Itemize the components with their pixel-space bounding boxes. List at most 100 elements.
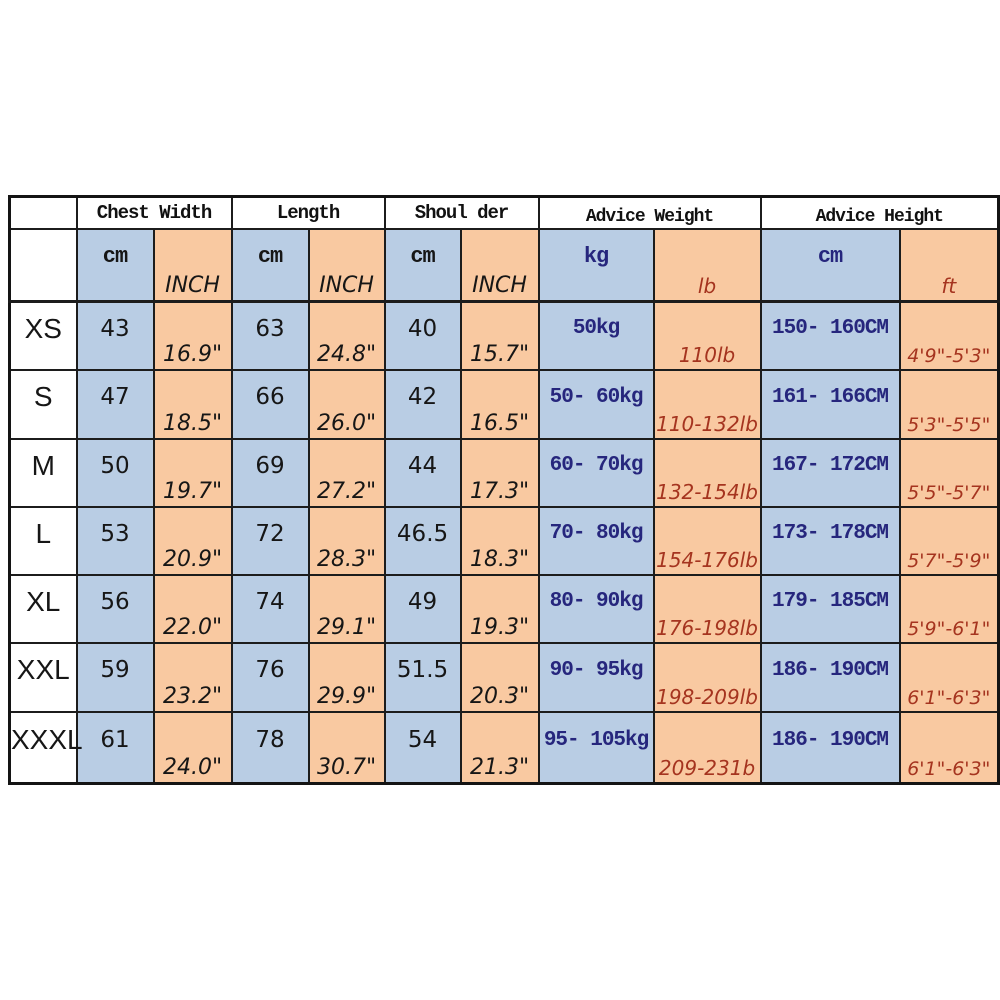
chest-inch-cell: 22.0"	[152, 573, 233, 644]
group-header-length: Length	[230, 195, 386, 230]
length-cm-cell: 69	[230, 437, 310, 508]
height-ft-cell: 4'9"-5'3"	[898, 300, 1000, 371]
shoulder-cm-cell: 51.5	[383, 641, 462, 713]
weight-lb-cell: 198-209lb	[652, 641, 762, 713]
group-header-shoulder: Shoul der	[383, 195, 540, 230]
length-inch-cell: 30.7"	[307, 710, 386, 785]
weight-lb-cell: 110-132lb	[652, 368, 762, 440]
shoulder-inch-cell: 18.3"	[459, 505, 540, 576]
shoulder-inch-cell: 19.3"	[459, 573, 540, 644]
group-header-advice-height: Advice Height	[759, 195, 1000, 230]
unit-height-cm: cm	[759, 227, 901, 303]
size-label: M	[8, 437, 78, 508]
height-cm-cell: 186- 190CM	[759, 710, 901, 785]
table-row-xxl: XXL 59 23.2" 76 29.9" 51.5 20.3" 90- 95k…	[8, 641, 1000, 713]
chest-inch-cell: 24.0"	[152, 710, 233, 785]
unit-shoulder-inch: INCH	[459, 227, 540, 303]
shoulder-inch-cell: 17.3"	[459, 437, 540, 508]
weight-lb-cell: 209-231b	[652, 710, 762, 785]
weight-kg-cell: 80- 90kg	[537, 573, 655, 644]
table-row-xxxl: XXXL 61 24.0" 78 30.7" 54 21.3" 95- 105k…	[8, 710, 1000, 785]
unit-header-row: cm INCH cm INCH cm INCH kg lb cm ft	[8, 227, 1000, 303]
size-label: XS	[8, 300, 78, 371]
height-ft-cell: 5'7"-5'9"	[898, 505, 1000, 576]
height-ft-cell: 5'5"-5'7"	[898, 437, 1000, 508]
unit-weight-lb: lb	[652, 227, 762, 303]
length-cm-cell: 66	[230, 368, 310, 440]
unit-length-inch: INCH	[307, 227, 386, 303]
weight-kg-cell: 50kg	[537, 300, 655, 371]
height-ft-cell: 6'1"-6'3"	[898, 710, 1000, 785]
chest-inch-cell: 16.9"	[152, 300, 233, 371]
shoulder-cm-cell: 44	[383, 437, 462, 508]
size-label: XL	[8, 573, 78, 644]
chest-cm-cell: 53	[75, 505, 155, 576]
length-inch-cell: 29.9"	[307, 641, 386, 713]
weight-kg-cell: 50- 60kg	[537, 368, 655, 440]
height-ft-cell: 5'3"-5'5"	[898, 368, 1000, 440]
size-label: XXL	[8, 641, 78, 713]
length-inch-cell: 29.1"	[307, 573, 386, 644]
height-cm-cell: 167- 172CM	[759, 437, 901, 508]
table-row-xs: XS 43 16.9" 63 24.8" 40 15.7" 50kg 110lb…	[8, 300, 1000, 371]
unit-shoulder-cm: cm	[383, 227, 462, 303]
corner-cell	[8, 195, 78, 230]
unit-chest-cm: cm	[75, 227, 155, 303]
height-ft-cell: 6'1"-6'3"	[898, 641, 1000, 713]
height-cm-cell: 186- 190CM	[759, 641, 901, 713]
weight-kg-cell: 95- 105kg	[537, 710, 655, 785]
length-cm-cell: 63	[230, 300, 310, 371]
height-cm-cell: 179- 185CM	[759, 573, 901, 644]
chest-cm-cell: 59	[75, 641, 155, 713]
weight-lb-cell: 132-154lb	[652, 437, 762, 508]
chest-cm-cell: 50	[75, 437, 155, 508]
weight-kg-cell: 90- 95kg	[537, 641, 655, 713]
length-inch-cell: 26.0"	[307, 368, 386, 440]
height-ft-cell: 5'9"-6'1"	[898, 573, 1000, 644]
shoulder-cm-cell: 49	[383, 573, 462, 644]
group-header-advice-weight: Advice Weight	[537, 195, 762, 230]
height-cm-cell: 150- 160CM	[759, 300, 901, 371]
size-chart-table: Chest Width Length Shoul der Advice Weig…	[8, 195, 1000, 785]
table-row-l: L 53 20.9" 72 28.3" 46.5 18.3" 70- 80kg …	[8, 505, 1000, 576]
length-cm-cell: 76	[230, 641, 310, 713]
size-label: L	[8, 505, 78, 576]
weight-lb-cell: 176-198lb	[652, 573, 762, 644]
size-label: S	[8, 368, 78, 440]
shoulder-inch-cell: 20.3"	[459, 641, 540, 713]
weight-kg-cell: 70- 80kg	[537, 505, 655, 576]
chest-cm-cell: 47	[75, 368, 155, 440]
chest-inch-cell: 18.5"	[152, 368, 233, 440]
chest-cm-cell: 56	[75, 573, 155, 644]
group-header-row: Chest Width Length Shoul der Advice Weig…	[8, 195, 1000, 230]
shoulder-inch-cell: 16.5"	[459, 368, 540, 440]
length-inch-cell: 24.8"	[307, 300, 386, 371]
chest-cm-cell: 61	[75, 710, 155, 785]
chest-cm-cell: 43	[75, 300, 155, 371]
length-inch-cell: 28.3"	[307, 505, 386, 576]
shoulder-inch-cell: 15.7"	[459, 300, 540, 371]
unit-length-cm: cm	[230, 227, 310, 303]
shoulder-cm-cell: 42	[383, 368, 462, 440]
weight-lb-cell: 154-176lb	[652, 505, 762, 576]
table-row-xl: XL 56 22.0" 74 29.1" 49 19.3" 80- 90kg 1…	[8, 573, 1000, 644]
chest-inch-cell: 19.7"	[152, 437, 233, 508]
unit-height-ft: ft	[898, 227, 1000, 303]
table-row-s: S 47 18.5" 66 26.0" 42 16.5" 50- 60kg 11…	[8, 368, 1000, 440]
size-label: XXXL	[8, 710, 83, 785]
shoulder-cm-cell: 46.5	[383, 505, 462, 576]
shoulder-inch-cell: 21.3"	[459, 710, 540, 785]
height-cm-cell: 173- 178CM	[759, 505, 901, 576]
shoulder-cm-cell: 40	[383, 300, 462, 371]
height-cm-cell: 161- 166CM	[759, 368, 901, 440]
weight-kg-cell: 60- 70kg	[537, 437, 655, 508]
chest-inch-cell: 23.2"	[152, 641, 233, 713]
weight-lb-cell: 110lb	[652, 300, 762, 371]
corner-cell-2	[8, 227, 78, 303]
unit-chest-inch: INCH	[152, 227, 233, 303]
length-cm-cell: 74	[230, 573, 310, 644]
group-header-chest-width: Chest Width	[75, 195, 233, 230]
shoulder-cm-cell: 54	[383, 710, 462, 785]
length-inch-cell: 27.2"	[307, 437, 386, 508]
